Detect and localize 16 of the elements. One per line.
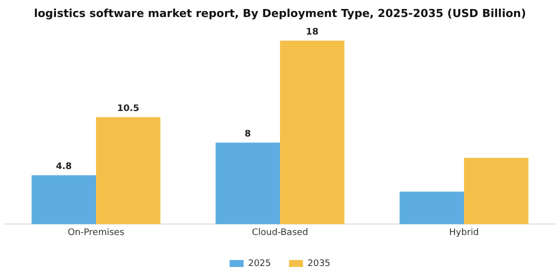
data-label: 4.8 (56, 162, 72, 172)
x-tick-label: Hybrid (449, 228, 479, 238)
bar (464, 158, 528, 224)
x-tick-label: Cloud-Based (252, 228, 308, 238)
data-label: 10.5 (117, 104, 140, 114)
x-tick-label: On-Premises (68, 228, 125, 238)
bar (400, 192, 464, 224)
bar (216, 142, 280, 224)
data-label: 8 (244, 129, 251, 140)
data-label: 18 (306, 28, 318, 38)
bar (32, 175, 96, 224)
bar (96, 117, 160, 224)
legend-label: 2025 (248, 258, 271, 269)
legend-label: 2035 (308, 258, 330, 269)
bar (280, 40, 344, 224)
chart-title: logistics software market report, By Deployment Type, 2025-2035 (USD Billion) (32, 7, 528, 22)
